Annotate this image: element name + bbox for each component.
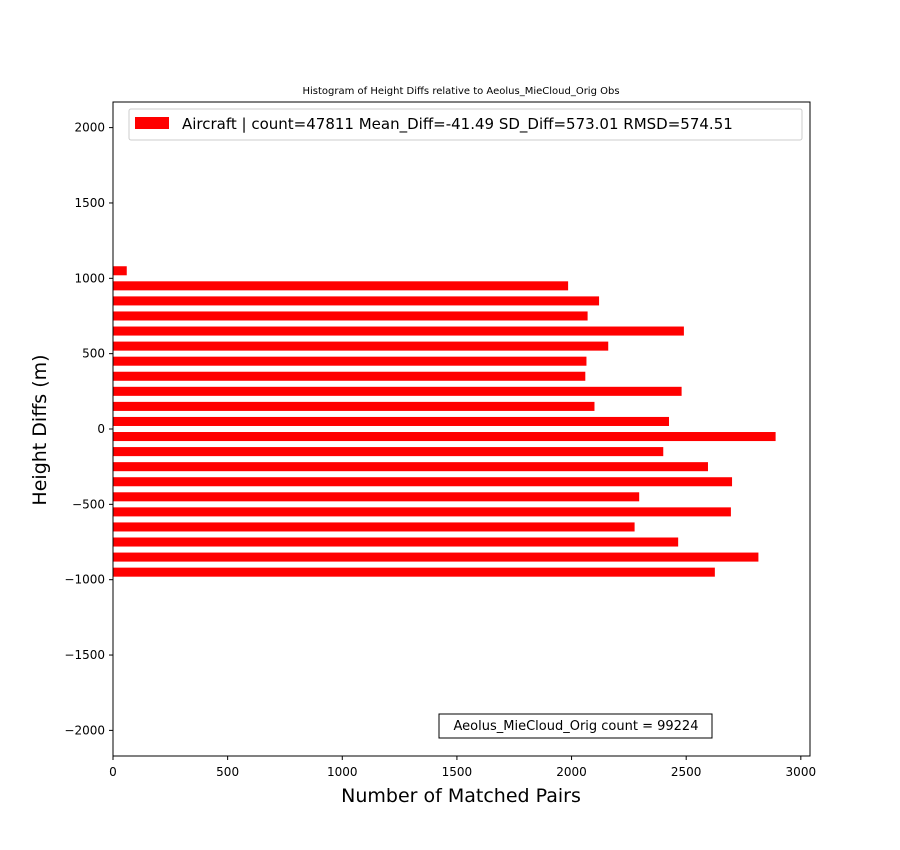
histogram-bar (113, 416, 669, 426)
y-tick-label: 0 (97, 422, 105, 436)
x-tick-label: 2000 (556, 765, 587, 779)
y-tick-label: 2000 (74, 121, 105, 135)
histogram-bar (113, 326, 684, 336)
legend-label: Aircraft | count=47811 Mean_Diff=-41.49 … (182, 115, 733, 134)
y-tick-label: 1000 (74, 271, 105, 285)
histogram-bar (113, 522, 635, 532)
y-axis-title: Height Diffs (m) (29, 354, 51, 505)
y-axis: −2000 −1500 −1000 −500 0 500 1000 1500 2000 (64, 121, 113, 737)
x-tick-label: 0 (109, 765, 117, 779)
y-tick-label: −500 (72, 497, 105, 511)
histogram-bar (113, 386, 682, 396)
histogram-bar (113, 266, 127, 276)
y-tick-label: −2000 (64, 723, 105, 737)
legend-box (128, 108, 803, 141)
legend-swatch (135, 117, 169, 129)
bars-group (113, 266, 776, 577)
annotation-box (438, 713, 713, 739)
y-tick-label: −1500 (64, 648, 105, 662)
histogram-bar (113, 492, 640, 502)
histogram-bar (113, 296, 600, 306)
y-tick-label: 500 (82, 347, 105, 361)
y-tick-label: −1000 (64, 573, 105, 587)
histogram-bar (113, 447, 664, 457)
histogram-bar (113, 341, 609, 351)
x-axis: 0 500 1000 1500 2000 2500 3000 (109, 756, 816, 779)
histogram-bar (113, 401, 595, 411)
plot-frame (112, 101, 811, 757)
histogram-bar (113, 371, 586, 381)
x-tick-label: 3000 (786, 765, 817, 779)
histogram-bar (113, 477, 733, 487)
x-tick-label: 1000 (327, 765, 358, 779)
histogram-bar (113, 507, 731, 517)
x-tick-label: 1500 (442, 765, 473, 779)
y-tick-label: 1500 (74, 196, 105, 210)
annotation-text: Aeolus_MieCloud_Orig count = 99224 (454, 719, 699, 734)
histogram-bar (113, 462, 708, 472)
histogram-bar (113, 356, 587, 366)
count-annotation: Aeolus_MieCloud_Orig count = 99224 (438, 713, 713, 739)
histogram-bar (113, 311, 588, 321)
histogram-bar (113, 281, 569, 291)
chart-title: Histogram of Height Diffs relative to Ae… (302, 86, 619, 97)
x-tick-label: 2500 (671, 765, 702, 779)
histogram-bar (113, 552, 759, 562)
x-axis-title: Number of Matched Pairs (341, 785, 581, 807)
histogram-bar (113, 537, 679, 547)
legend: Aircraft | count=47811 Mean_Diff=-41.49 … (128, 108, 803, 141)
histogram-bar (113, 432, 776, 442)
x-tick-label: 500 (216, 765, 239, 779)
histogram-bar (113, 567, 715, 577)
